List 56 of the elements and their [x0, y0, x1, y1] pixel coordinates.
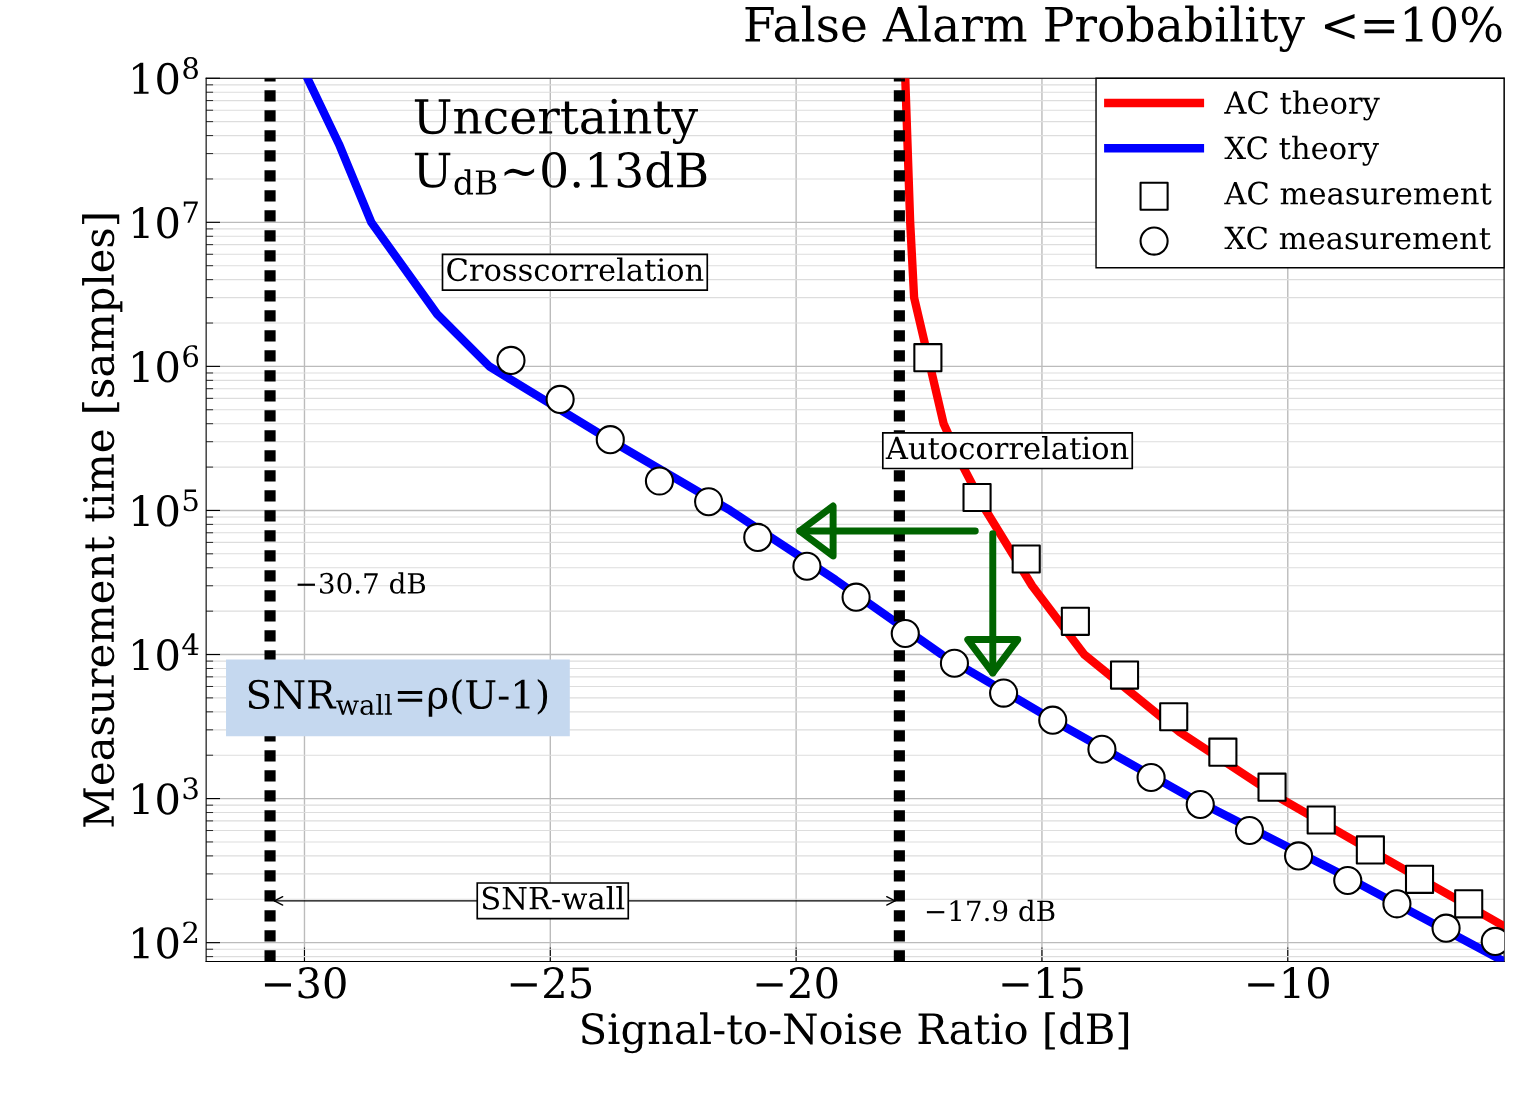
point	[694, 487, 724, 517]
point	[913, 343, 943, 373]
point	[792, 551, 822, 581]
point	[1087, 734, 1117, 764]
point	[939, 648, 970, 678]
y-tick-label: 10$^{2}$	[133, 921, 198, 959]
y-tick-label: 10$^{6}$	[133, 345, 199, 383]
point	[1431, 913, 1461, 943]
point	[1355, 835, 1385, 865]
point	[962, 482, 992, 513]
point	[1208, 737, 1238, 767]
y-axis-title: Measurement time [samples]	[82, 214, 123, 827]
point	[1109, 660, 1140, 690]
annotation: Uncertainty U$_{dB}$~0.13dB	[414, 98, 707, 195]
y-tick-label: 10$^{3}$	[133, 777, 198, 815]
annotation: SNR$_{wall}$=ρ(U-1)	[248, 679, 548, 717]
point	[1159, 702, 1189, 732]
point	[1404, 864, 1435, 894]
y-tick-label: 10$^{7}$	[133, 201, 198, 239]
x-tick-label: −10	[1248, 967, 1329, 999]
point	[1011, 544, 1041, 574]
point	[989, 678, 1019, 708]
point	[1333, 865, 1363, 896]
point	[841, 582, 871, 612]
point	[743, 522, 773, 552]
ref-line-label: −30.7 dB	[297, 572, 426, 594]
y-tick-label: 10$^{8}$	[133, 57, 198, 95]
legend-label: AC measurement	[1224, 181, 1492, 205]
x-tick-label: −20	[756, 967, 838, 999]
annotation: Crosscorrelation	[447, 257, 704, 282]
point	[595, 425, 625, 455]
legend-label: XC theory	[1224, 135, 1379, 166]
point	[1234, 815, 1264, 846]
point	[1185, 789, 1215, 820]
x-tick-label: −25	[510, 967, 592, 999]
annotation: Autocorrelation	[885, 435, 1129, 460]
x-tick-label: −30	[264, 967, 346, 999]
point	[1136, 762, 1166, 793]
point	[1454, 889, 1484, 919]
x-axis-title: Signal-to-Noise Ratio [dB]	[582, 1012, 1129, 1054]
point	[1306, 805, 1336, 835]
y-tick-label: 10$^{4}$	[133, 633, 199, 671]
point	[1060, 606, 1090, 636]
x-tick-label: −15	[1002, 967, 1083, 999]
point	[1038, 705, 1068, 735]
legend-label: XC measurement	[1224, 226, 1491, 250]
annotation: SNR-wall	[482, 886, 625, 910]
point	[1382, 889, 1412, 919]
ref-line-label: −17.9 dB	[926, 899, 1055, 922]
point	[545, 384, 575, 414]
point	[890, 618, 920, 649]
chart-title: False Alarm Probability <=10%	[745, 5, 1502, 52]
point	[1284, 841, 1314, 871]
y-tick-label: 10$^{5}$	[133, 489, 198, 527]
point	[1257, 772, 1287, 802]
legend-label: AC theory	[1224, 90, 1380, 121]
